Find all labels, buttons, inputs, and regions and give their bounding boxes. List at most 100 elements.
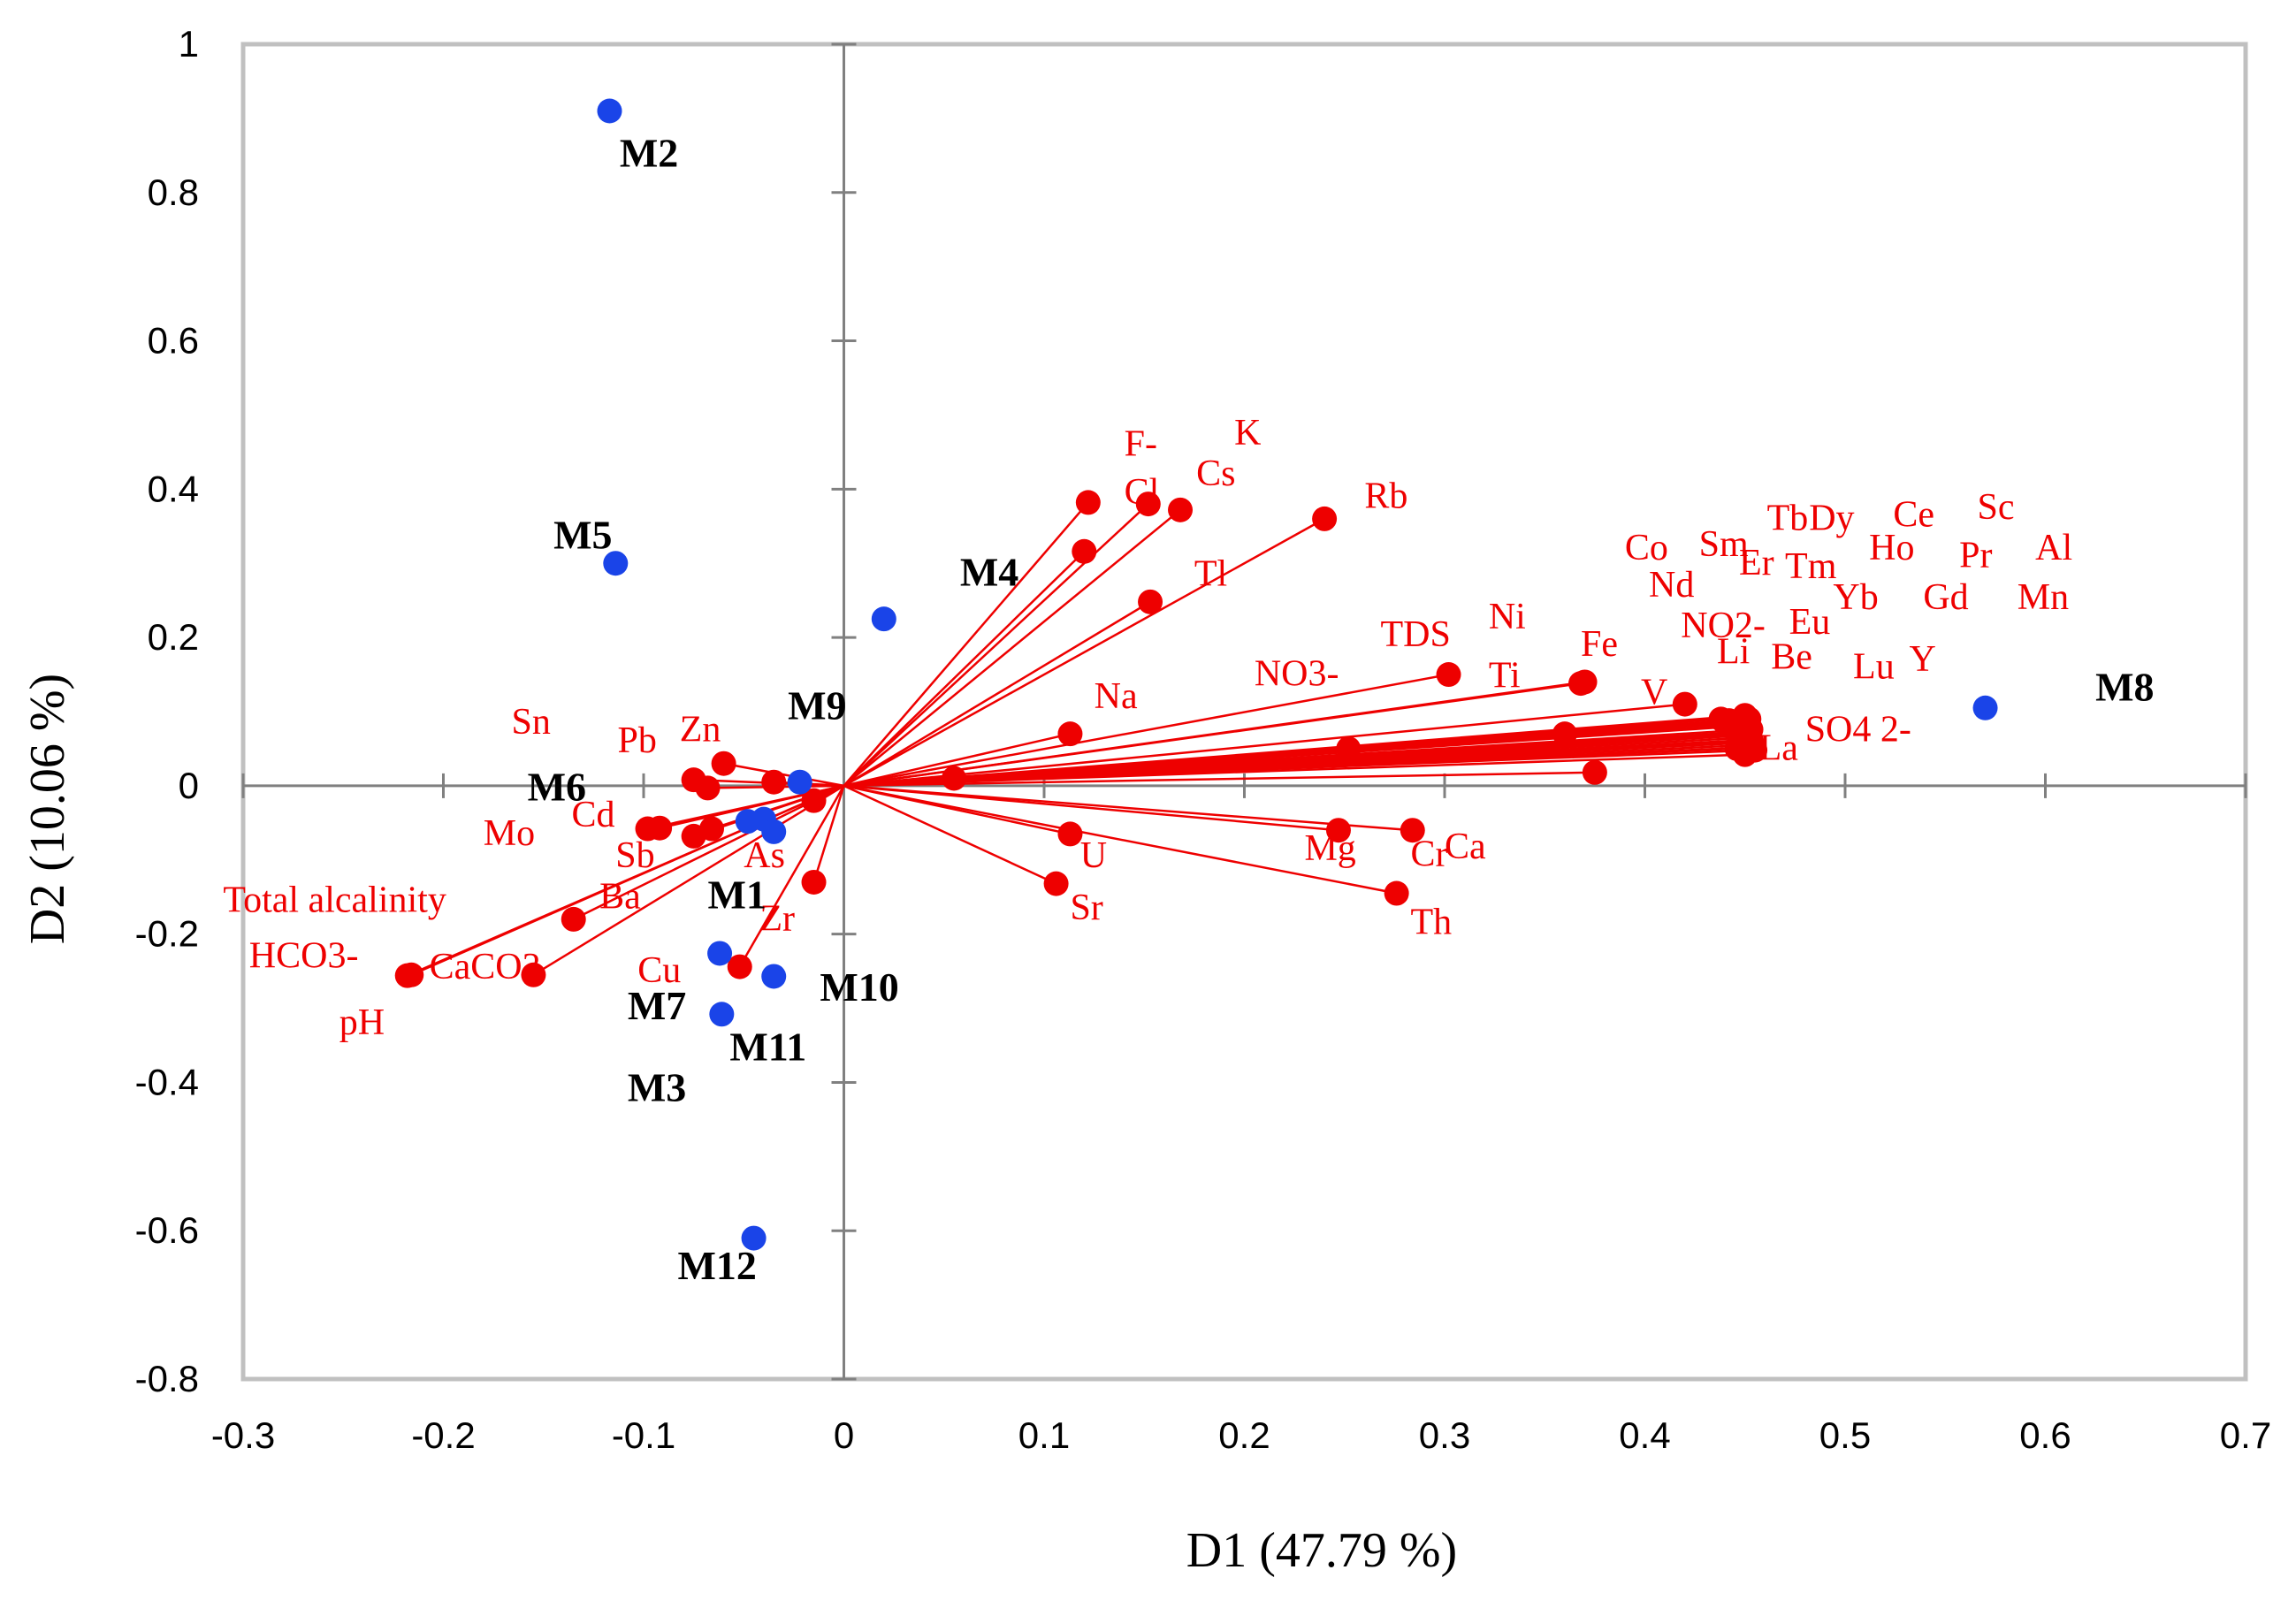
variable-label: Eu: [1789, 602, 1831, 643]
variable-label: Cu: [637, 950, 681, 991]
variable-vector: [843, 784, 1339, 832]
variable-label: Cs: [1196, 453, 1235, 494]
observation-label: M10: [820, 964, 898, 1010]
plot-frame: [240, 42, 2248, 1382]
x-tick-label: 0.1: [1018, 1414, 1070, 1456]
variable-label: Dy: [1809, 498, 1854, 538]
variable-point: [1072, 538, 1097, 564]
variable-label: Cl: [1125, 472, 1160, 513]
observation-point: [871, 606, 896, 632]
variable-vector: [723, 762, 844, 788]
variable-label: Tl: [1194, 553, 1227, 594]
y-tick-label: 0: [179, 765, 199, 806]
y-tick-label: -0.2: [135, 913, 199, 955]
variable-point: [1135, 492, 1161, 517]
variable-point: [561, 906, 586, 932]
variable-label: F-: [1125, 424, 1157, 465]
variable-point: [1057, 721, 1083, 747]
variable-vector: [843, 517, 1325, 787]
x-tick-label: 0.5: [1819, 1414, 1871, 1456]
variable-vector: [843, 508, 1181, 787]
variable-label: Ti: [1489, 655, 1521, 696]
variable-label: NO3-: [1255, 654, 1339, 695]
observation-point: [787, 769, 812, 795]
variable-label: U: [1080, 835, 1107, 876]
variable-vector: [843, 703, 1685, 788]
observation-point: [709, 1002, 735, 1027]
variable-vector: [843, 550, 1086, 787]
variable-label: Er: [1739, 543, 1774, 583]
variable-label: Sr: [1070, 888, 1102, 928]
variable-point: [761, 769, 787, 795]
variable-point: [1138, 589, 1163, 614]
variable-label: Lu: [1853, 646, 1895, 687]
observation-point: [1972, 695, 1998, 720]
variable-vector: [843, 784, 1397, 895]
variable-label: Pr: [1959, 535, 1992, 575]
observation-label: M8: [2095, 664, 2154, 709]
variable-label: Mg: [1304, 828, 1355, 869]
x-tick-label: -0.1: [612, 1414, 675, 1456]
variable-point: [635, 816, 660, 842]
variable-label: Be: [1771, 636, 1812, 677]
variable-point: [1582, 759, 1607, 785]
variable-vector: [843, 784, 1413, 832]
variable-point: [801, 869, 827, 895]
observation-points: [597, 98, 1998, 1251]
y-tick-label: 0.8: [148, 171, 199, 213]
observation-point: [603, 551, 629, 576]
variable-label: Fe: [1581, 624, 1618, 665]
variable-vector: [812, 785, 845, 883]
variable-point: [1075, 490, 1101, 515]
variable-vector: [843, 753, 1745, 788]
variable-label: Al: [2035, 528, 2072, 568]
axes: -0.3 -0.2 -0.1 0 0.1 0.2 0.3 0.4 0.5 0.6 0.7 -0.8 -0…: [135, 23, 2272, 1456]
x-tick-label: 0.6: [2019, 1414, 2071, 1456]
observation-label: M1: [707, 872, 766, 917]
variable-vector: [738, 785, 845, 968]
variable-point: [1400, 818, 1425, 843]
y-tick-label: -0.8: [135, 1358, 199, 1399]
y-tick-label: 1: [179, 23, 199, 65]
variable-vector: [843, 713, 1745, 788]
variable-vector: [843, 732, 1071, 788]
variable-label: Nd: [1649, 565, 1694, 606]
observation-label: M9: [788, 682, 846, 728]
variable-point: [1325, 818, 1351, 843]
variable-label: Na: [1095, 676, 1138, 717]
variable-vector: [843, 784, 1071, 835]
variable-label: Sb: [615, 835, 654, 876]
variable-label: NO2-: [1681, 606, 1766, 646]
variable-vectors: [394, 490, 1768, 988]
variable-vector: [843, 501, 1089, 787]
variable-label: Sm: [1699, 524, 1749, 565]
variable-label: Y: [1909, 639, 1935, 680]
y-tick-label: -0.6: [135, 1209, 199, 1251]
variable-label: SO4 2-: [1805, 710, 1911, 751]
x-tick-label: 0.2: [1218, 1414, 1270, 1456]
variable-label: Ba: [599, 876, 641, 917]
variable-label: Zn: [680, 710, 721, 751]
variable-point: [699, 816, 725, 842]
variable-point: [1043, 871, 1069, 896]
variable-label: Rb: [1364, 476, 1407, 516]
variable-vector: [843, 600, 1151, 787]
variable-point: [1057, 821, 1083, 847]
x-tick-label: -0.2: [411, 1414, 475, 1456]
plot-area: [240, 42, 2248, 1382]
variable-vector: [843, 503, 1149, 787]
observation-label: M6: [528, 765, 586, 810]
variable-label: Co: [1625, 528, 1668, 568]
variable-label: La: [1759, 728, 1799, 769]
variable-label: Ni: [1489, 597, 1526, 637]
variable-vector: [843, 673, 1449, 788]
variable-label: K: [1234, 413, 1261, 453]
y-tick-label: 0.4: [148, 468, 199, 509]
variable-point: [394, 963, 420, 988]
variable-label: TDS: [1381, 614, 1451, 655]
observation-label: M2: [620, 130, 678, 175]
variable-point: [1732, 742, 1758, 767]
variable-point: [1568, 671, 1594, 697]
